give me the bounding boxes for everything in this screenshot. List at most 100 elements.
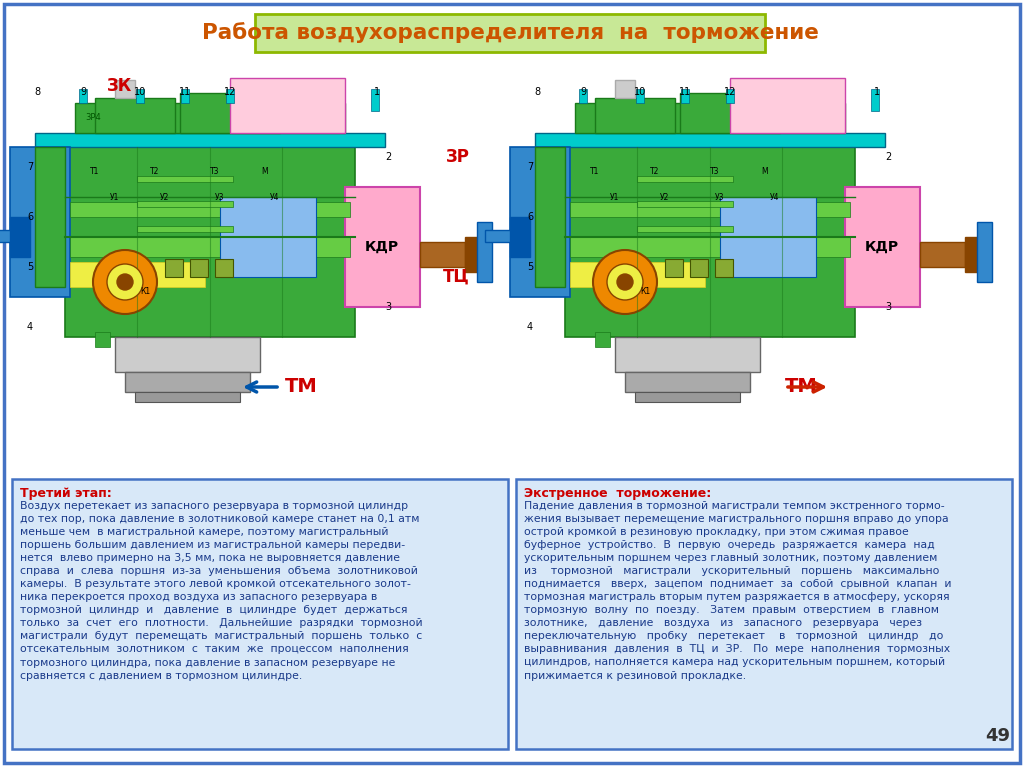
Text: 8: 8	[34, 87, 40, 97]
Text: У2: У2	[161, 193, 170, 202]
Bar	[637, 226, 733, 232]
Bar	[70, 237, 350, 257]
Bar	[371, 89, 379, 111]
Text: 9: 9	[80, 87, 86, 97]
Circle shape	[117, 274, 133, 290]
Bar	[715, 259, 733, 277]
Bar	[535, 133, 885, 147]
Bar	[595, 332, 610, 347]
Text: Воздух перетекает из запасного резервуара в тормозной цилиндр
до тех пор, пока д: Воздух перетекает из запасного резервуар…	[20, 501, 423, 680]
Text: ТЦ: ТЦ	[443, 268, 470, 286]
Text: 3Р4: 3Р4	[85, 113, 101, 121]
Bar	[115, 80, 135, 98]
Bar	[95, 332, 110, 347]
Text: К1: К1	[140, 288, 151, 297]
Bar	[95, 98, 175, 133]
Text: 6: 6	[527, 212, 534, 222]
Bar	[575, 103, 845, 133]
Bar	[10, 147, 70, 297]
Text: ТМ: ТМ	[785, 377, 818, 397]
FancyBboxPatch shape	[516, 479, 1012, 749]
Bar	[70, 262, 205, 287]
Bar	[477, 222, 492, 282]
Bar	[190, 259, 208, 277]
Text: 11: 11	[679, 87, 691, 97]
Text: У1: У1	[111, 193, 120, 202]
Circle shape	[617, 274, 633, 290]
Bar	[920, 242, 965, 267]
Bar	[70, 202, 350, 217]
FancyBboxPatch shape	[255, 14, 765, 52]
Bar	[965, 237, 977, 272]
Text: Третий этап:: Третий этап:	[20, 487, 112, 500]
Bar	[871, 89, 879, 111]
Text: 4: 4	[527, 322, 534, 332]
Bar	[625, 372, 750, 392]
Text: У3: У3	[715, 193, 725, 202]
Text: 9: 9	[580, 87, 586, 97]
Text: КДР: КДР	[365, 240, 399, 254]
Bar	[226, 89, 234, 103]
Text: M: M	[762, 167, 768, 176]
Bar	[65, 147, 355, 337]
Text: Работа воздухораспределителя  на  торможение: Работа воздухораспределителя на торможен…	[202, 22, 818, 44]
Text: У1: У1	[610, 193, 620, 202]
Bar	[137, 226, 233, 232]
Bar	[615, 80, 635, 98]
Bar	[35, 147, 65, 287]
Text: 6: 6	[27, 212, 33, 222]
Text: 7: 7	[27, 162, 33, 172]
Bar	[79, 89, 87, 103]
Circle shape	[106, 264, 143, 300]
Text: 1: 1	[873, 87, 880, 97]
Text: ЗК: ЗК	[108, 77, 133, 95]
Bar	[510, 217, 530, 257]
Text: У3: У3	[215, 193, 224, 202]
Text: 49: 49	[985, 727, 1010, 745]
Bar	[345, 187, 420, 307]
Text: T2: T2	[650, 167, 659, 176]
Text: 1: 1	[374, 87, 380, 97]
Text: 12: 12	[724, 87, 736, 97]
Bar	[570, 237, 850, 257]
Text: T2: T2	[151, 167, 160, 176]
Text: 8: 8	[534, 87, 540, 97]
Bar	[220, 197, 316, 277]
Bar	[230, 78, 345, 133]
Text: У4: У4	[270, 193, 280, 202]
Text: T3: T3	[210, 167, 220, 176]
Bar	[0, 230, 10, 242]
Bar	[595, 98, 675, 133]
Text: 3: 3	[885, 302, 891, 312]
Text: 4: 4	[27, 322, 33, 332]
Text: ЗР: ЗР	[446, 148, 470, 166]
Bar	[180, 93, 280, 133]
Bar	[420, 242, 465, 267]
Bar	[137, 201, 233, 207]
FancyBboxPatch shape	[4, 4, 1020, 763]
Bar	[845, 187, 920, 307]
Bar	[615, 337, 760, 372]
Bar	[579, 89, 587, 103]
Bar	[680, 93, 780, 133]
Bar	[637, 176, 733, 182]
Bar	[681, 89, 689, 103]
Bar	[665, 259, 683, 277]
Text: 2: 2	[885, 152, 891, 162]
Text: 10: 10	[134, 87, 146, 97]
Bar	[215, 259, 233, 277]
Text: M: M	[262, 167, 268, 176]
Text: T3: T3	[711, 167, 720, 176]
Bar	[135, 392, 240, 402]
Bar	[465, 237, 477, 272]
Text: Падение давления в тормозной магистрали темпом экстренного тормо-
жения вызывает: Падение давления в тормозной магистрали …	[524, 501, 951, 680]
Circle shape	[593, 250, 657, 314]
Bar	[977, 222, 992, 282]
Bar	[165, 259, 183, 277]
Bar	[637, 201, 733, 207]
Text: 12: 12	[224, 87, 237, 97]
Text: 11: 11	[179, 87, 191, 97]
Text: 5: 5	[526, 262, 534, 272]
Bar	[125, 372, 250, 392]
Bar	[570, 202, 850, 217]
